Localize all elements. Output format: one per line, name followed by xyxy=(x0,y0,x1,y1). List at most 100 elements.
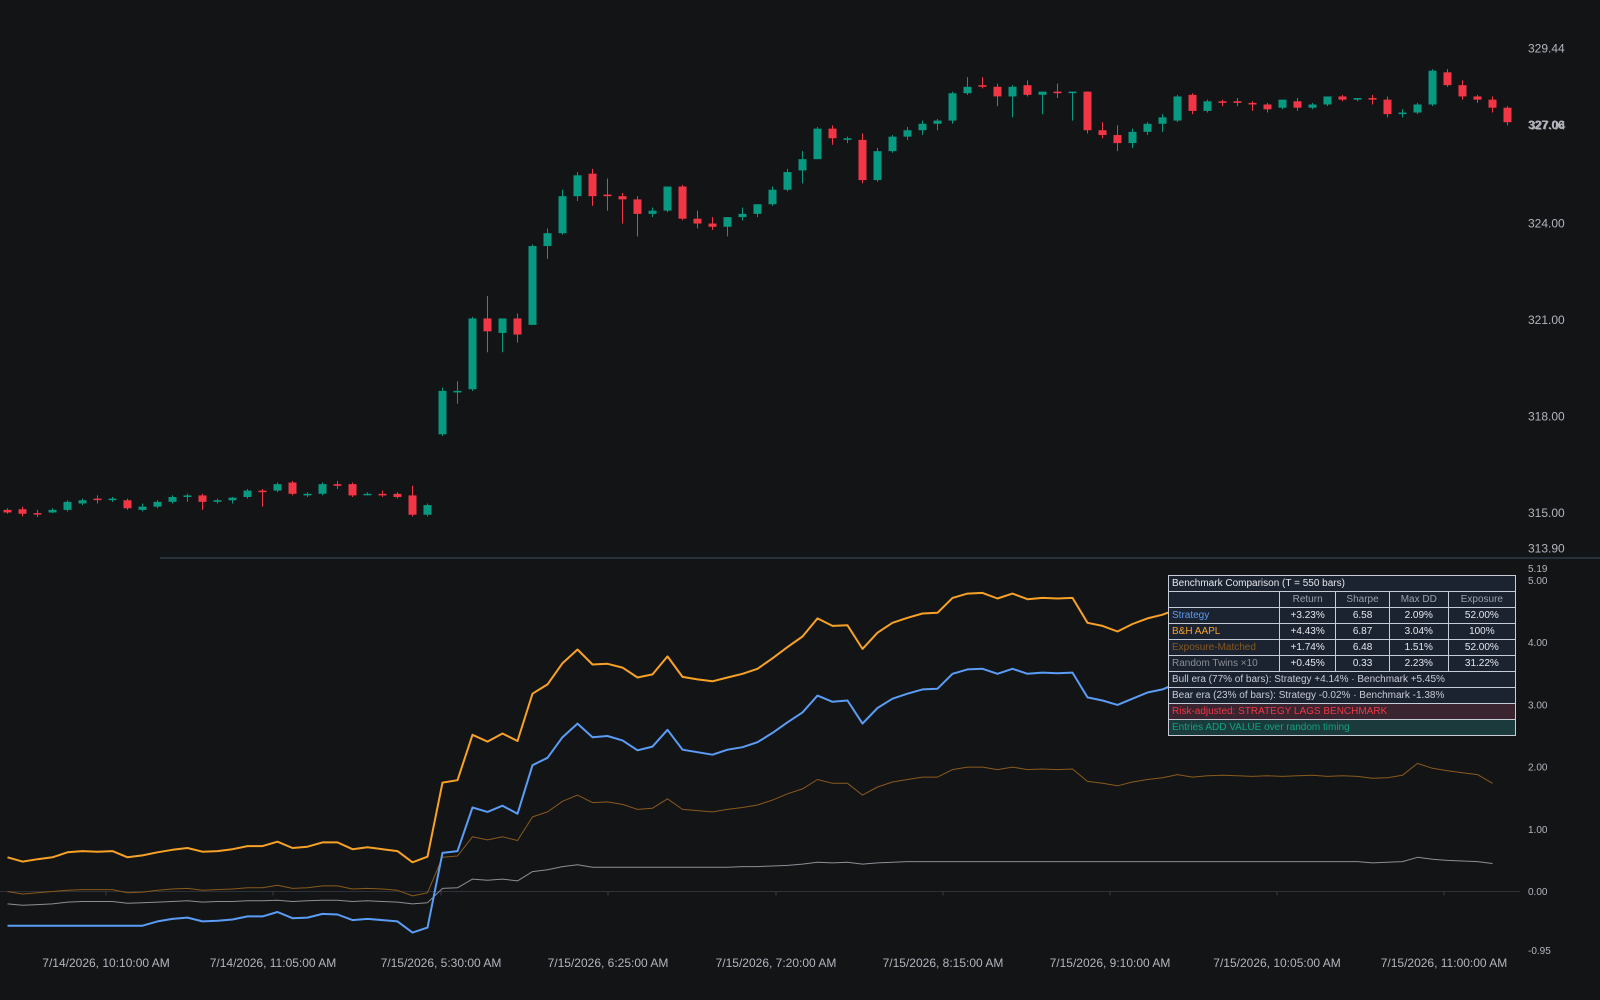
candle xyxy=(1398,109,1407,118)
header-empty xyxy=(1168,591,1280,608)
candle-body xyxy=(723,217,732,227)
candle-body xyxy=(453,390,462,393)
row-name-strategy: Strategy xyxy=(1168,607,1280,624)
candle-body xyxy=(423,505,432,515)
candle xyxy=(1128,128,1137,148)
candle-body xyxy=(48,509,57,513)
candle-body xyxy=(303,493,312,496)
candle-body xyxy=(558,196,567,234)
candle-body xyxy=(483,318,492,332)
cell-sharpe: 0.33 xyxy=(1335,655,1390,672)
candle xyxy=(213,498,222,504)
candle xyxy=(1038,91,1047,115)
candle xyxy=(378,490,387,498)
table-row: Random Twins ×10 +0.45% 0.33 2.23% 31.22… xyxy=(1168,655,1517,672)
candle-body xyxy=(228,497,237,501)
candle xyxy=(663,186,672,213)
price-pane[interactable] xyxy=(3,69,1512,517)
candle xyxy=(1008,85,1017,118)
cell-exposure: 52.00% xyxy=(1447,639,1517,656)
candle xyxy=(723,217,732,237)
candle xyxy=(738,207,747,221)
candle xyxy=(1053,83,1062,99)
candle xyxy=(588,168,597,206)
candle-body xyxy=(903,130,912,137)
candle xyxy=(993,83,1002,107)
candle xyxy=(1173,94,1182,123)
candle xyxy=(963,77,972,95)
header-max-dd: Max DD xyxy=(1388,591,1449,608)
candle-body xyxy=(363,493,372,496)
price-tick-label: 315.00 xyxy=(1528,506,1565,520)
candle xyxy=(948,91,957,124)
candle xyxy=(93,495,102,504)
candle-body xyxy=(1368,98,1377,100)
candle-body xyxy=(1053,91,1062,94)
candle xyxy=(258,488,267,507)
candle xyxy=(453,381,462,404)
candle-body xyxy=(93,498,102,501)
price-tick-label: 329.44 xyxy=(1528,42,1565,56)
candle xyxy=(423,503,432,517)
candle-body xyxy=(978,85,987,87)
candle-body xyxy=(1323,96,1332,105)
candle-body xyxy=(153,501,162,507)
risk-verdict-text: Risk-adjusted: STRATEGY LAGS BENCHMARK xyxy=(1168,703,1516,720)
cell-return: +4.43% xyxy=(1278,623,1337,640)
candle xyxy=(303,492,312,498)
bear-era-text: Bear era (23% of bars): Strategy -0.02% … xyxy=(1168,687,1516,704)
candle-body xyxy=(273,484,282,491)
candle-body xyxy=(348,484,357,496)
candle-body xyxy=(693,218,702,224)
candle xyxy=(1413,102,1422,115)
candle xyxy=(1023,80,1032,97)
bear-era-row: Bear era (23% of bars): Strategy -0.02% … xyxy=(1168,687,1516,704)
table-header-row: Return Sharpe Max DD Exposure xyxy=(1168,591,1517,608)
candle xyxy=(33,509,42,517)
candle-body xyxy=(138,506,147,510)
candle-body xyxy=(993,86,1002,97)
candle xyxy=(153,500,162,509)
candle xyxy=(18,506,27,517)
candle xyxy=(1458,80,1467,100)
candle-body xyxy=(408,495,417,515)
candle-body xyxy=(1428,70,1437,105)
candle xyxy=(1263,102,1272,113)
row-name-exposure-matched: Exposure-Matched xyxy=(1168,639,1280,656)
candle-body xyxy=(588,173,597,197)
candle xyxy=(363,492,372,496)
candle-body xyxy=(618,196,627,200)
last-price-label: 327.06 xyxy=(1528,118,1565,132)
candle-body xyxy=(528,246,537,325)
time-tick-label: 7/15/2026, 10:05:00 AM xyxy=(1213,956,1340,970)
table-row: Strategy +3.23% 6.58 2.09% 52.00% xyxy=(1168,607,1517,624)
candle xyxy=(903,127,912,140)
price-tick-label: 318.00 xyxy=(1528,410,1565,424)
candle xyxy=(1383,96,1392,118)
cell-sharpe: 6.48 xyxy=(1335,639,1390,656)
candle-body xyxy=(813,128,822,160)
table-title: Benchmark Comparison (T = 550 bars) xyxy=(1168,575,1516,592)
candle-body xyxy=(1458,85,1467,97)
candle-body xyxy=(498,318,507,333)
candle xyxy=(1293,98,1302,111)
bull-era-text: Bull era (77% of bars): Strategy +4.14% … xyxy=(1168,671,1516,688)
candle xyxy=(123,498,132,510)
candle-body xyxy=(573,175,582,197)
time-tick-label: 7/14/2026, 10:10:00 AM xyxy=(42,956,169,970)
candle-body xyxy=(1248,102,1257,105)
candle xyxy=(753,204,762,218)
candle-body xyxy=(1383,99,1392,115)
candle-body xyxy=(1038,91,1047,95)
benchmark-table: Benchmark Comparison (T = 550 bars) Retu… xyxy=(1168,575,1517,736)
bull-era-row: Bull era (77% of bars): Strategy +4.14% … xyxy=(1168,671,1516,688)
candle-body xyxy=(1008,86,1017,97)
candle xyxy=(873,147,882,182)
candle xyxy=(1068,91,1077,121)
candle xyxy=(1218,99,1227,107)
table-row: B&H AAPL +4.43% 6.87 3.04% 100% xyxy=(1168,623,1517,640)
candle-body xyxy=(78,500,87,504)
cell-max-dd: 2.23% xyxy=(1388,655,1449,672)
cell-sharpe: 6.58 xyxy=(1335,607,1390,624)
